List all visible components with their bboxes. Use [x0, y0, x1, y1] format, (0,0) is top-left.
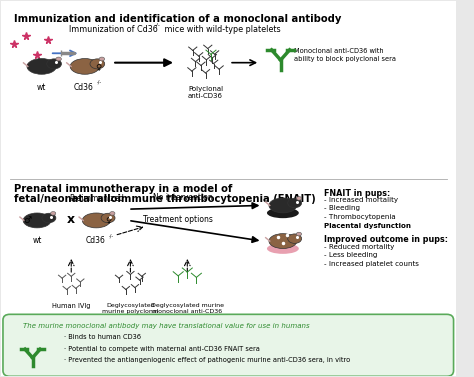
- Text: x: x: [67, 213, 75, 226]
- Ellipse shape: [269, 234, 297, 248]
- Ellipse shape: [82, 213, 110, 228]
- Text: ♂: ♂: [23, 216, 31, 225]
- Ellipse shape: [288, 234, 301, 244]
- Text: Placental dysfunction: Placental dysfunction: [324, 223, 411, 229]
- Text: - Thrombocytopenia: - Thrombocytopenia: [324, 214, 396, 220]
- Text: Prenatal immunotherapy in a model of: Prenatal immunotherapy in a model of: [14, 184, 233, 194]
- Ellipse shape: [23, 213, 51, 228]
- Text: Polyclonal
anti-CD36: Polyclonal anti-CD36: [188, 86, 223, 99]
- Ellipse shape: [267, 243, 299, 254]
- Ellipse shape: [56, 57, 61, 61]
- Text: -/-: -/-: [155, 23, 160, 28]
- Text: -/-: -/-: [97, 80, 102, 85]
- Text: fetal/neonatal alloimmune thrombocytopenia (FNAIT): fetal/neonatal alloimmune thrombocytopen…: [14, 194, 316, 204]
- Text: The murine monoclonal antibody may have translational value for use in humans: The murine monoclonal antibody may have …: [23, 323, 310, 329]
- Ellipse shape: [296, 196, 301, 200]
- Text: wt: wt: [37, 83, 46, 92]
- Ellipse shape: [109, 211, 115, 215]
- Ellipse shape: [99, 57, 105, 61]
- Text: · Prevented the antiangeniogenic effect of pathogenic murine anti-CD36 sera, in : · Prevented the antiangeniogenic effect …: [64, 357, 351, 363]
- Ellipse shape: [101, 213, 115, 223]
- Text: -/-: -/-: [109, 233, 114, 238]
- Ellipse shape: [90, 59, 105, 69]
- Text: Treatment options: Treatment options: [143, 215, 213, 224]
- Text: - Increased platelet counts: - Increased platelet counts: [324, 261, 419, 267]
- Text: - Less bleeding: - Less bleeding: [324, 252, 377, 258]
- Text: Deglycosylated
murine polyclonal
anti-CD36: Deglycosylated murine polyclonal anti-CD…: [102, 303, 159, 320]
- Text: Monoclonal anti-CD36 with
ability to block polyclonal sera: Monoclonal anti-CD36 with ability to blo…: [294, 48, 396, 62]
- Text: Cd36: Cd36: [74, 83, 94, 92]
- Text: Immunization of Cd36: Immunization of Cd36: [69, 25, 158, 34]
- Text: Immunization and identification of a monoclonal antibody: Immunization and identification of a mon…: [14, 14, 342, 24]
- Text: ♀: ♀: [106, 216, 111, 225]
- Text: · Binds to human CD36: · Binds to human CD36: [64, 334, 141, 340]
- Text: No intervention: No intervention: [153, 193, 213, 202]
- Text: Cd36: Cd36: [85, 236, 105, 245]
- Text: wt: wt: [32, 236, 42, 245]
- Text: FNAIT in pups:: FNAIT in pups:: [324, 188, 390, 198]
- Text: Deglycosylated murine
monoclonal anti-CD36: Deglycosylated murine monoclonal anti-CD…: [151, 303, 224, 314]
- Text: Preimmunized: Preimmunized: [69, 194, 124, 203]
- Text: - Increased mortality: - Increased mortality: [324, 197, 398, 203]
- Ellipse shape: [267, 208, 299, 218]
- Text: Human IVIg: Human IVIg: [52, 303, 91, 309]
- Text: - Reduced mortality: - Reduced mortality: [324, 244, 394, 250]
- Ellipse shape: [269, 198, 297, 213]
- Ellipse shape: [51, 211, 56, 215]
- Ellipse shape: [70, 58, 100, 74]
- Text: ♀: ♀: [95, 63, 101, 72]
- Text: · Potential to compete with maternal anti-CD36 FNAIT sera: · Potential to compete with maternal ant…: [64, 345, 260, 351]
- FancyBboxPatch shape: [3, 314, 454, 376]
- Text: mice with wild-type platelets: mice with wild-type platelets: [162, 25, 281, 34]
- Ellipse shape: [27, 58, 56, 74]
- Ellipse shape: [288, 198, 301, 208]
- Ellipse shape: [296, 232, 301, 236]
- FancyBboxPatch shape: [0, 0, 457, 377]
- Text: - Bleeding: - Bleeding: [324, 205, 360, 211]
- Ellipse shape: [47, 59, 62, 69]
- Text: Improved outcome in pups:: Improved outcome in pups:: [324, 236, 448, 244]
- Ellipse shape: [42, 213, 56, 223]
